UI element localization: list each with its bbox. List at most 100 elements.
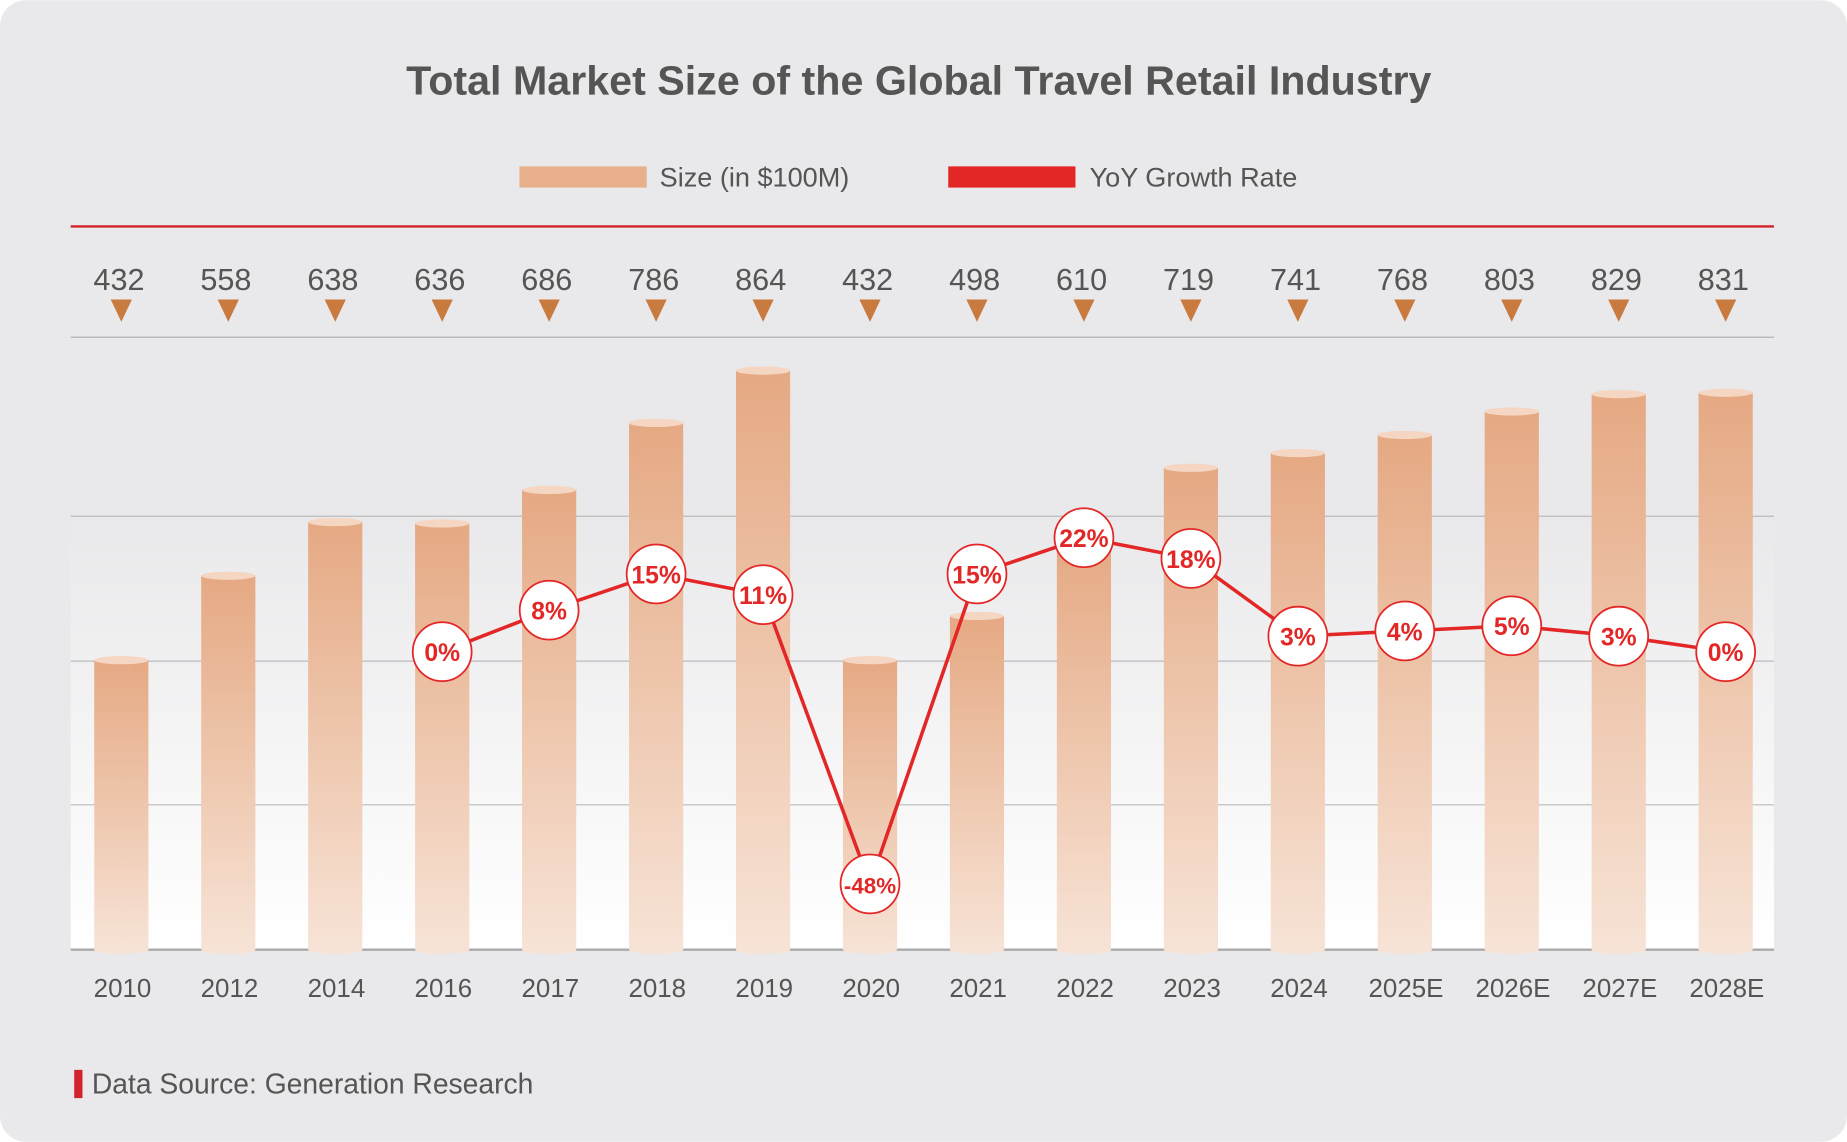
bar-base-2021 xyxy=(949,945,1005,954)
growth-label-2017: 8% xyxy=(531,599,567,626)
growth-marker-2026E xyxy=(1481,595,1543,657)
value-label-2016: 636 xyxy=(414,263,465,297)
bar-cap-2021 xyxy=(949,611,1005,621)
growth-label-2022: 22% xyxy=(1059,526,1108,553)
growth-marker-2024 xyxy=(1267,605,1329,667)
bar-cap-2014 xyxy=(308,517,363,527)
bar-cap-2020 xyxy=(842,656,898,665)
bar-2021 xyxy=(949,615,1005,950)
x-tick-label-2020: 2020 xyxy=(842,975,900,1003)
x-tick-label-2026E: 2026E xyxy=(1475,975,1550,1003)
value-label-2012: 558 xyxy=(200,263,251,297)
down-triangle-icon xyxy=(431,299,453,322)
x-tick-label-2023: 2023 xyxy=(1163,975,1221,1003)
value-label-2024: 741 xyxy=(1270,263,1321,297)
bar-base-2018 xyxy=(629,945,684,954)
bar-cap-2016 xyxy=(415,519,470,528)
down-triangle-icon xyxy=(1180,299,1202,322)
chart-title: Total Market Size of the Global Travel R… xyxy=(406,58,1431,104)
bar-base-2025E xyxy=(1377,945,1432,954)
x-tick-label-2028E: 2028E xyxy=(1689,975,1764,1003)
growth-marker-2023 xyxy=(1160,528,1222,589)
x-tick-label-2012: 2012 xyxy=(201,975,259,1003)
bar-base-2014 xyxy=(308,945,363,954)
down-triangle-icon xyxy=(1394,299,1416,322)
growth-marker-2017 xyxy=(518,579,580,641)
bar-cap-2027E xyxy=(1591,389,1646,399)
value-label-2018: 786 xyxy=(628,263,679,297)
value-label-2023: 719 xyxy=(1163,263,1214,297)
bar-base-2017 xyxy=(522,945,577,954)
bar-cap-2023 xyxy=(1163,463,1218,472)
x-tick-label-2017: 2017 xyxy=(522,975,580,1003)
legend-swatch-size xyxy=(519,166,647,188)
bar-base-2027E xyxy=(1591,945,1646,954)
down-triangle-icon xyxy=(966,299,988,322)
bar-2014 xyxy=(308,522,363,950)
growth-label-2021: 15% xyxy=(952,562,1001,589)
growth-label-2018: 15% xyxy=(631,562,680,589)
down-triangle-icon xyxy=(645,299,667,322)
legend-label-growth: YoY Growth Rate xyxy=(1090,161,1298,192)
bar-base-2019 xyxy=(735,945,791,954)
x-tick-label-2016: 2016 xyxy=(415,975,473,1003)
bar-cap-2018 xyxy=(629,418,684,428)
growth-marker-2027E xyxy=(1588,605,1650,667)
bar-2027E xyxy=(1591,394,1646,950)
down-triangle-icon xyxy=(1715,299,1737,322)
bar-cap-2012 xyxy=(201,571,256,580)
bar-cap-2010 xyxy=(94,656,149,665)
bar-base-2026E xyxy=(1484,945,1539,954)
value-label-2025E: 768 xyxy=(1377,263,1428,297)
x-tick-label-2025E: 2025E xyxy=(1369,975,1444,1003)
bar-2022 xyxy=(1056,540,1112,950)
value-label-2028E: 831 xyxy=(1698,263,1749,297)
growth-label-2019: 11% xyxy=(739,583,787,610)
source-marker xyxy=(74,1069,83,1099)
value-label-2022: 610 xyxy=(1056,263,1107,297)
down-triangle-icon xyxy=(538,299,560,322)
bar-base-2024 xyxy=(1270,945,1325,954)
down-triangle-icon xyxy=(324,299,346,322)
value-label-2014: 638 xyxy=(307,263,358,297)
value-label-2010: 432 xyxy=(93,263,144,297)
bar-2025E xyxy=(1377,434,1432,950)
growth-label-2025E: 4% xyxy=(1387,619,1423,646)
bar-base-2016 xyxy=(415,945,470,954)
growth-label-2027E: 3% xyxy=(1601,625,1637,652)
bar-base-2010 xyxy=(94,945,149,954)
bar-cap-2024 xyxy=(1270,448,1325,458)
down-triangle-icon xyxy=(1501,299,1523,322)
bar-2018 xyxy=(629,422,684,950)
bar-cap-2025E xyxy=(1377,430,1432,440)
x-tick-label-2027E: 2027E xyxy=(1582,975,1657,1003)
growth-marker-2022 xyxy=(1053,507,1115,568)
down-triangle-icon xyxy=(752,299,774,322)
down-triangle-icon xyxy=(110,299,132,322)
bar-cap-2019 xyxy=(735,366,791,375)
bar-cap-2028E xyxy=(1698,388,1753,397)
growth-marker-2019 xyxy=(732,564,794,626)
bar-base-2028E xyxy=(1698,945,1753,954)
down-triangle-icon xyxy=(859,299,881,322)
bar-2024 xyxy=(1270,453,1325,950)
bar-base-2023 xyxy=(1163,945,1218,954)
x-tick-label-2022: 2022 xyxy=(1056,975,1114,1003)
growth-label-2023: 18% xyxy=(1166,547,1215,574)
bar-2016 xyxy=(415,523,470,950)
growth-marker-2018 xyxy=(625,543,687,605)
legend-swatch-growth xyxy=(948,166,1076,188)
bar-2017 xyxy=(522,489,577,950)
bar-cap-2017 xyxy=(522,485,577,495)
growth-marker-2025E xyxy=(1374,600,1436,662)
growth-label-2024: 3% xyxy=(1280,625,1316,652)
value-label-2019: 864 xyxy=(735,263,786,297)
bar-2010 xyxy=(94,660,149,950)
down-triangle-icon xyxy=(1287,299,1309,322)
growth-label-2026E: 5% xyxy=(1494,614,1530,641)
value-label-2026E: 803 xyxy=(1484,263,1535,297)
data-source: Data Source: Generation Research xyxy=(92,1067,534,1099)
x-tick-label-2010: 2010 xyxy=(94,975,152,1003)
down-triangle-icon xyxy=(217,299,239,322)
x-tick-label-2018: 2018 xyxy=(628,975,686,1003)
